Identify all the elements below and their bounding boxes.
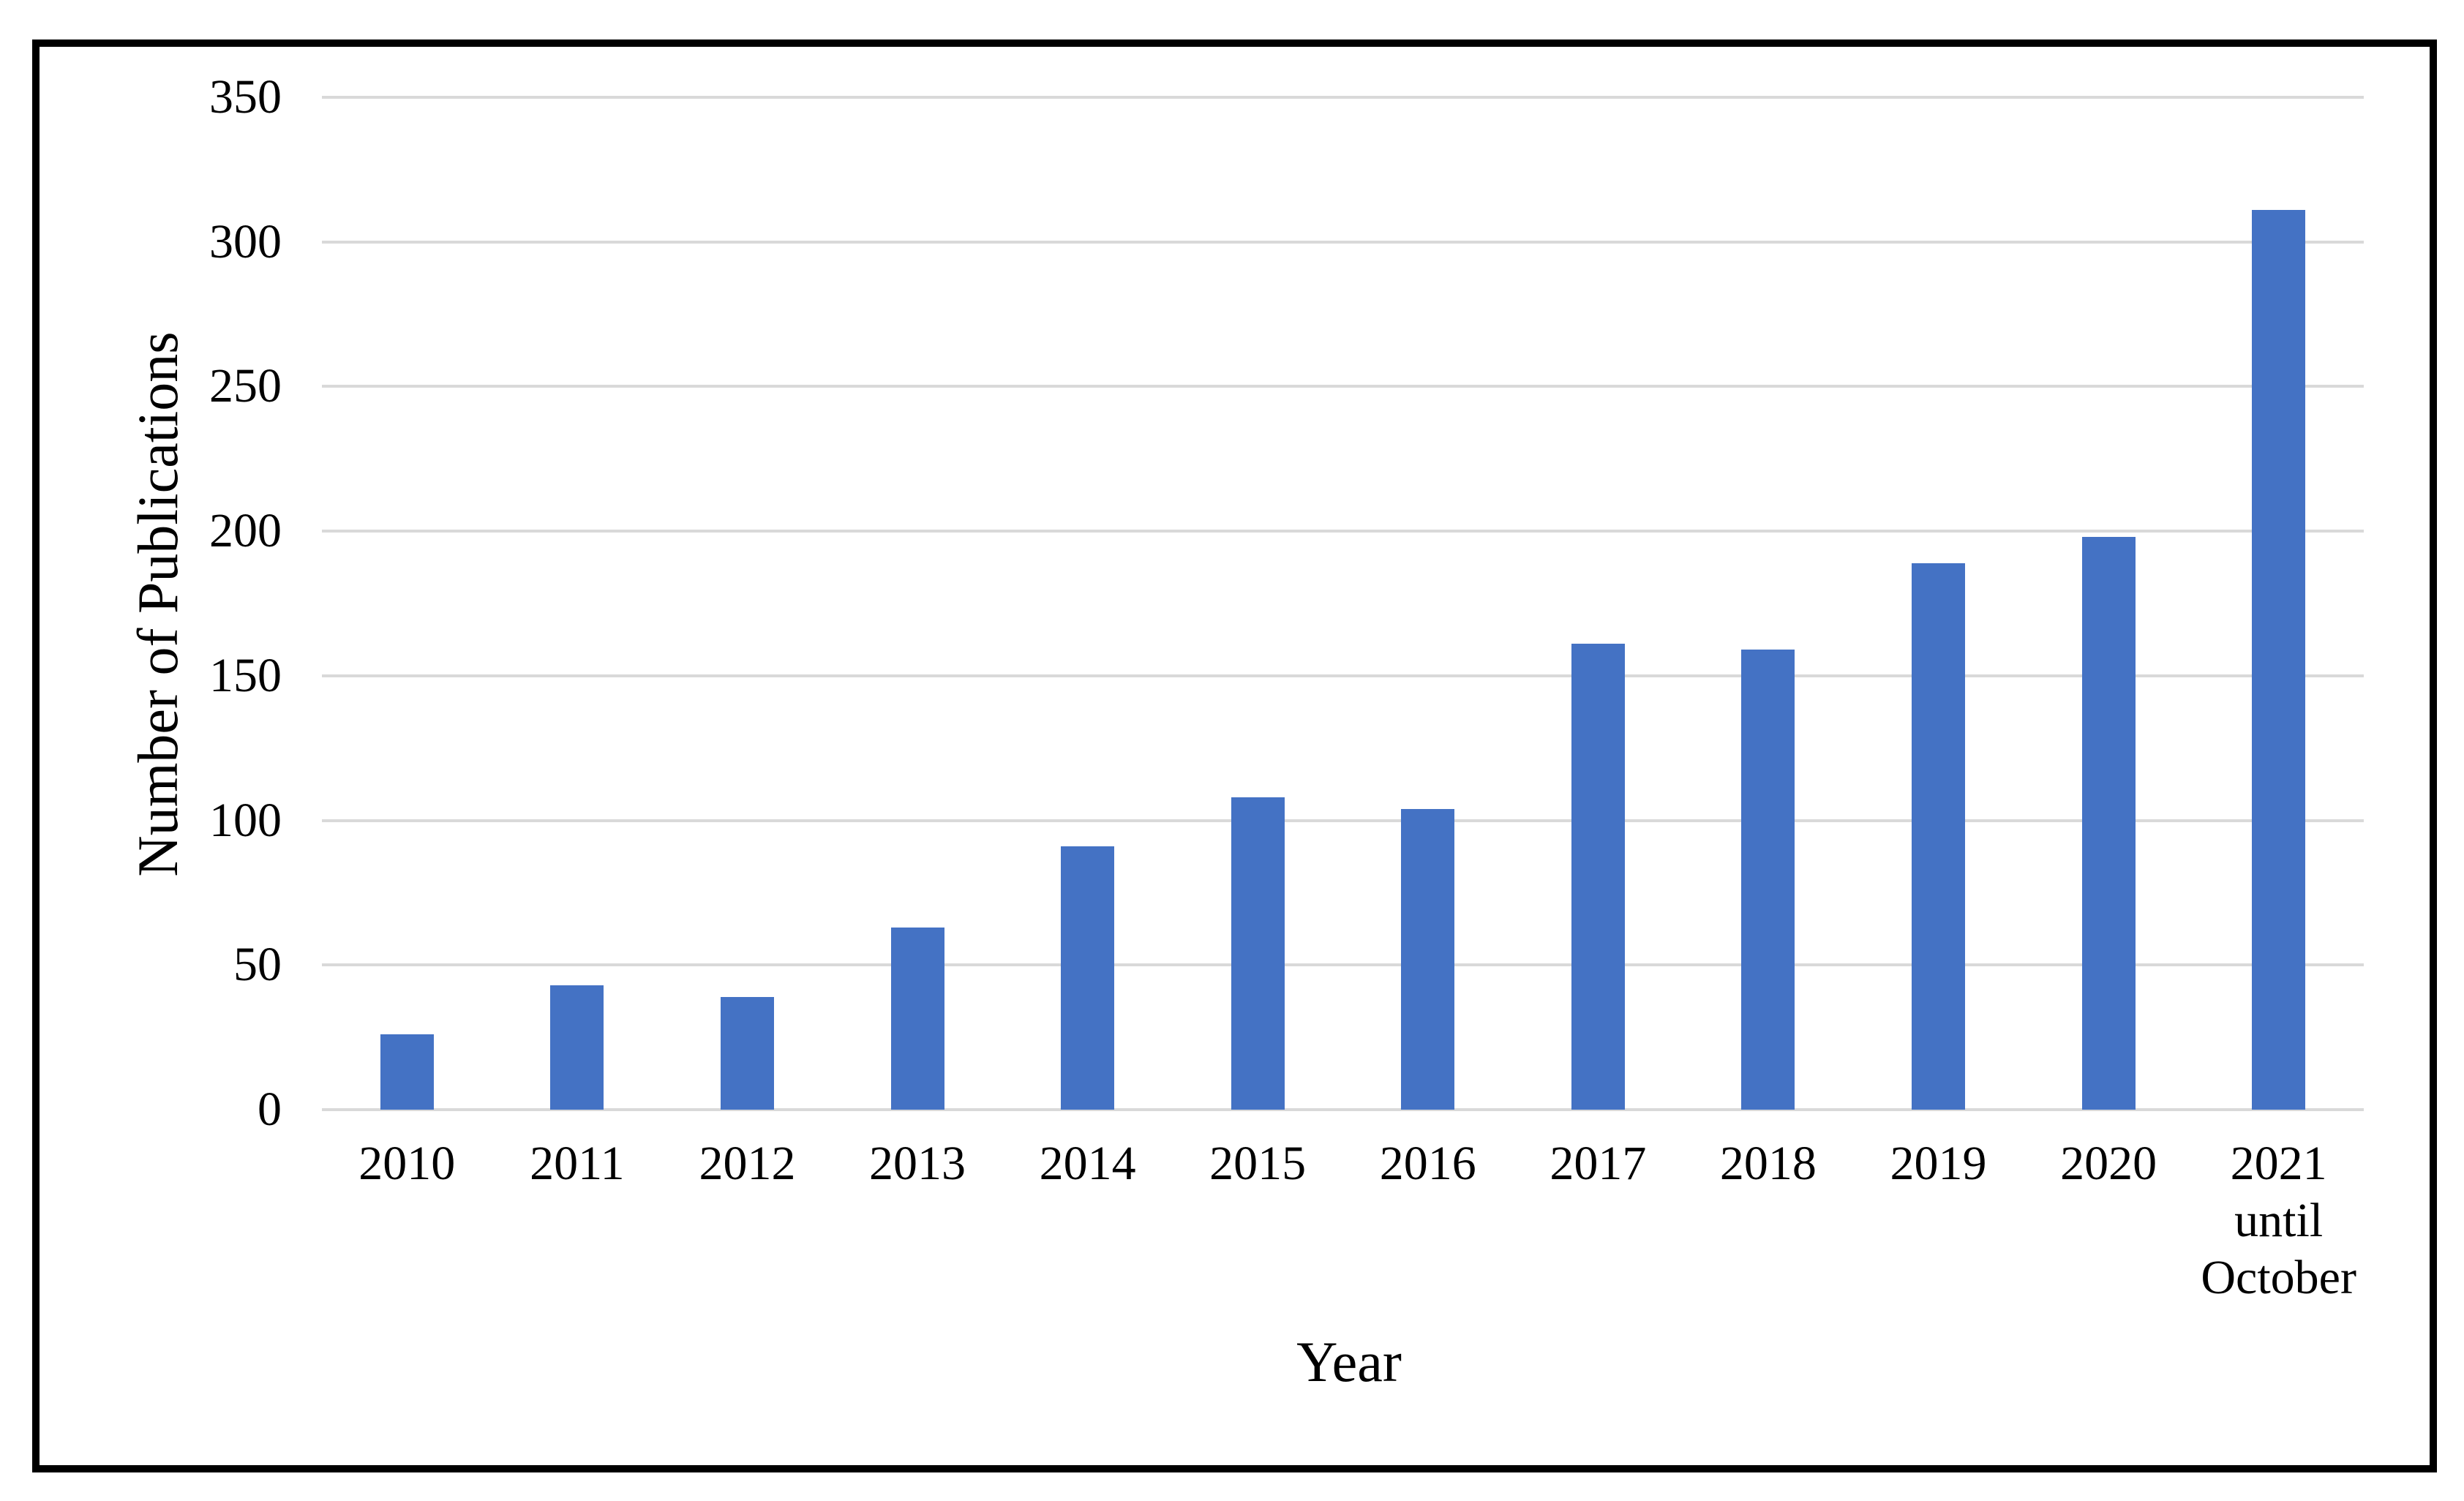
gridline-50 xyxy=(322,963,2364,967)
bar-2010 xyxy=(380,1034,434,1110)
gridline-250 xyxy=(322,385,2364,388)
x-tick-label-2015: 2015 xyxy=(1209,1137,1307,1190)
bar-slot-2012 xyxy=(662,97,833,1110)
bar-slot-2018 xyxy=(1683,97,1854,1110)
bar-2021 xyxy=(2252,210,2306,1110)
bar-slot-2015 xyxy=(1173,97,1343,1110)
y-tick-label-300: 300 xyxy=(209,214,282,268)
chart-outer-border xyxy=(32,40,2437,1472)
bar-2019 xyxy=(1911,563,1965,1110)
y-tick-label-350: 350 xyxy=(209,70,282,124)
x-tick-label-2018: 2018 xyxy=(1719,1137,1817,1190)
bar-2018 xyxy=(1741,650,1795,1110)
bar-2012 xyxy=(720,996,774,1110)
y-axis-title: Number of Publications xyxy=(126,331,189,877)
gridline-300 xyxy=(322,240,2364,244)
x-tick-label-2017: 2017 xyxy=(1550,1137,1647,1190)
gridline-150 xyxy=(322,674,2364,677)
bar-slot-2017 xyxy=(1513,97,1683,1110)
bar-2020 xyxy=(2081,537,2136,1110)
bar-slot-2013 xyxy=(833,97,1003,1110)
x-tick-label-2010: 2010 xyxy=(358,1137,456,1190)
bar-slot-2019 xyxy=(1853,97,2024,1110)
y-tick-label-50: 50 xyxy=(233,938,282,992)
x-tick-label-2020: 2020 xyxy=(2060,1137,2157,1190)
bar-2016 xyxy=(1401,808,1455,1110)
x-tick-label-2013: 2013 xyxy=(869,1137,966,1190)
x-tick-label-2019: 2019 xyxy=(1890,1137,1987,1190)
y-tick-label-0: 0 xyxy=(258,1083,282,1136)
plot-area xyxy=(322,97,2364,1110)
gridline-350 xyxy=(322,96,2364,99)
bar-2014 xyxy=(1061,846,1115,1110)
bar-2015 xyxy=(1231,797,1285,1110)
bar-2017 xyxy=(1571,644,1625,1110)
x-tick-label-2021: 2021 until October xyxy=(2201,1137,2356,1304)
bar-slot-2020 xyxy=(2024,97,2194,1110)
y-tick-label-250: 250 xyxy=(209,359,282,413)
bar-2013 xyxy=(890,927,944,1110)
gridline-100 xyxy=(322,819,2364,822)
bar-slot-2014 xyxy=(1002,97,1173,1110)
x-tick-label-2012: 2012 xyxy=(699,1137,796,1190)
bar-slot-2011 xyxy=(492,97,663,1110)
x-axis-title: Year xyxy=(1296,1330,1402,1393)
bar-slot-2010 xyxy=(322,97,492,1110)
y-tick-label-200: 200 xyxy=(209,504,282,558)
gridline-0 xyxy=(322,1108,2364,1111)
gridline-200 xyxy=(322,530,2364,533)
y-tick-label-100: 100 xyxy=(209,793,282,847)
bar-slot-2021 xyxy=(2193,97,2364,1110)
bar-2011 xyxy=(550,985,604,1110)
x-tick-label-2011: 2011 xyxy=(530,1137,625,1190)
x-tick-label-2014: 2014 xyxy=(1039,1137,1136,1190)
x-axis-labels: 2010 2011 2012 2013 2014 2015 2016 2017 2018 2019… xyxy=(322,1135,2364,1306)
x-tick-label-2016: 2016 xyxy=(1379,1137,1476,1190)
bar-slot-2016 xyxy=(1342,97,1513,1110)
y-tick-label-150: 150 xyxy=(209,648,282,702)
